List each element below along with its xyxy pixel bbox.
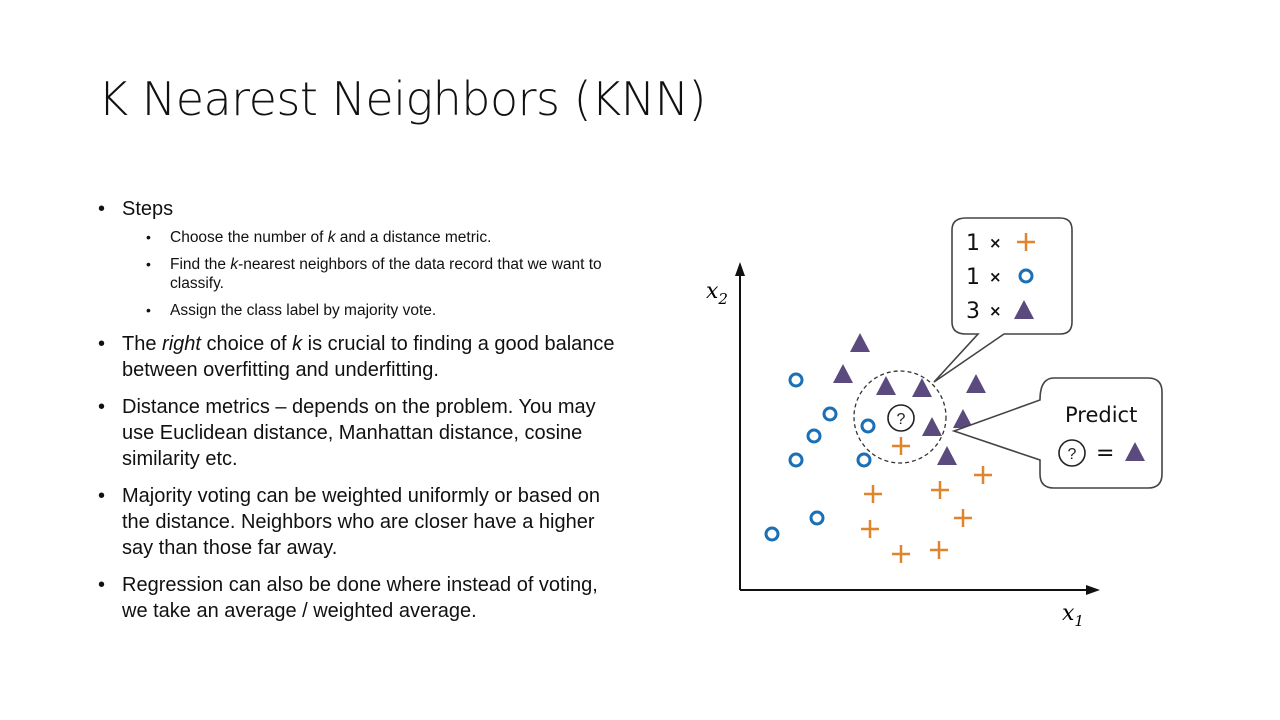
plus-point xyxy=(890,435,912,457)
circle-point xyxy=(788,452,804,468)
triangle-point xyxy=(850,333,870,352)
query-symbol: ? xyxy=(897,411,906,428)
neighborhood-circle xyxy=(853,370,947,464)
plus-point xyxy=(929,479,951,501)
predict-callout xyxy=(951,377,1163,489)
count-number: 3 xyxy=(966,299,980,324)
bullet-list: Steps Choose the number of k and a dista… xyxy=(98,196,628,624)
bullet-majority-voting: Majority voting can be weighted uniforml… xyxy=(98,483,628,561)
circle-point xyxy=(788,372,804,388)
predict-title: Predict xyxy=(1065,403,1137,427)
knn-diagram-svg: x1 x2 ? 1 × xyxy=(706,217,1163,630)
sub-bullet-find-neighbors: Find the k-nearest neighbors of the data… xyxy=(146,255,628,293)
equals-symbol: = xyxy=(1096,441,1114,466)
sub-bullet-majority-vote: Assign the class label by majority vote. xyxy=(146,301,628,320)
bullet-text: choice of xyxy=(200,333,293,355)
circle-point xyxy=(822,406,838,422)
circle-point xyxy=(856,452,872,468)
times-symbol: × xyxy=(989,268,1002,286)
sub-text: -nearest neighbors of the data record th… xyxy=(170,256,602,292)
plus-point xyxy=(928,539,950,561)
plus-point xyxy=(890,543,912,565)
right-emphasis: right xyxy=(162,333,201,355)
query-point-icon xyxy=(887,404,915,432)
bullet-text: The xyxy=(122,333,163,355)
k-symbol: k xyxy=(230,256,239,273)
triangle-point xyxy=(966,374,986,393)
circle-point xyxy=(860,418,876,434)
y-axis-label: x2 xyxy=(706,279,728,308)
k-symbol: k xyxy=(327,229,336,246)
predict-query-symbol: ? xyxy=(1068,446,1077,463)
triangle-point xyxy=(937,446,957,465)
y-axis-arrow-icon xyxy=(735,262,745,276)
bullet-text: Distance metrics – depends on the proble… xyxy=(122,396,596,470)
circle-point xyxy=(764,526,780,542)
count-number: 1 xyxy=(966,265,980,290)
bullet-regression: Regression can also be done where instea… xyxy=(98,572,628,624)
x-axis-label: x1 xyxy=(1062,601,1084,630)
steps-label: Steps xyxy=(122,198,174,220)
triangle-point xyxy=(833,364,853,383)
bullet-right-choice: The right choice of k is crucial to find… xyxy=(98,331,628,383)
count-number: 1 xyxy=(966,231,980,256)
sub-text: and a distance metric. xyxy=(335,229,492,246)
content-area: Steps Choose the number of k and a dista… xyxy=(98,196,628,635)
times-symbol: × xyxy=(989,234,1002,252)
predict-query-icon xyxy=(1058,439,1086,467)
plus-point xyxy=(862,483,884,505)
sub-text: Find the xyxy=(170,256,231,273)
sub-text: Assign the class label by majority vote. xyxy=(170,302,437,319)
knn-diagram: x1 x2 ? 1 × xyxy=(690,210,1170,635)
triangle-point xyxy=(922,417,942,436)
slide-title: K Nearest Neighbors (KNN) xyxy=(98,72,706,126)
sub-text: Choose the number of xyxy=(170,229,328,246)
plus-point xyxy=(952,507,974,529)
sub-bullet-choose-k: Choose the number of k and a distance me… xyxy=(146,228,628,247)
bullet-distance-metrics: Distance metrics – depends on the proble… xyxy=(98,394,628,472)
plus-point xyxy=(859,518,881,540)
bullet-text: Regression can also be done where instea… xyxy=(122,574,598,622)
circle-point xyxy=(806,428,822,444)
times-symbol: × xyxy=(989,302,1002,320)
bullet-text: is crucial to finding a good balance bet… xyxy=(122,333,615,381)
circle-point xyxy=(809,510,825,526)
steps-sublist: Choose the number of k and a distance me… xyxy=(122,228,628,320)
count-callout xyxy=(933,217,1073,383)
triangle-point xyxy=(876,376,896,395)
x-axis-arrow-icon xyxy=(1086,585,1100,595)
k-symbol: k xyxy=(292,333,303,355)
bullet-text: Majority voting can be weighted uniforml… xyxy=(122,485,601,559)
plus-point xyxy=(972,464,994,486)
bullet-steps: Steps Choose the number of k and a dista… xyxy=(98,196,628,320)
